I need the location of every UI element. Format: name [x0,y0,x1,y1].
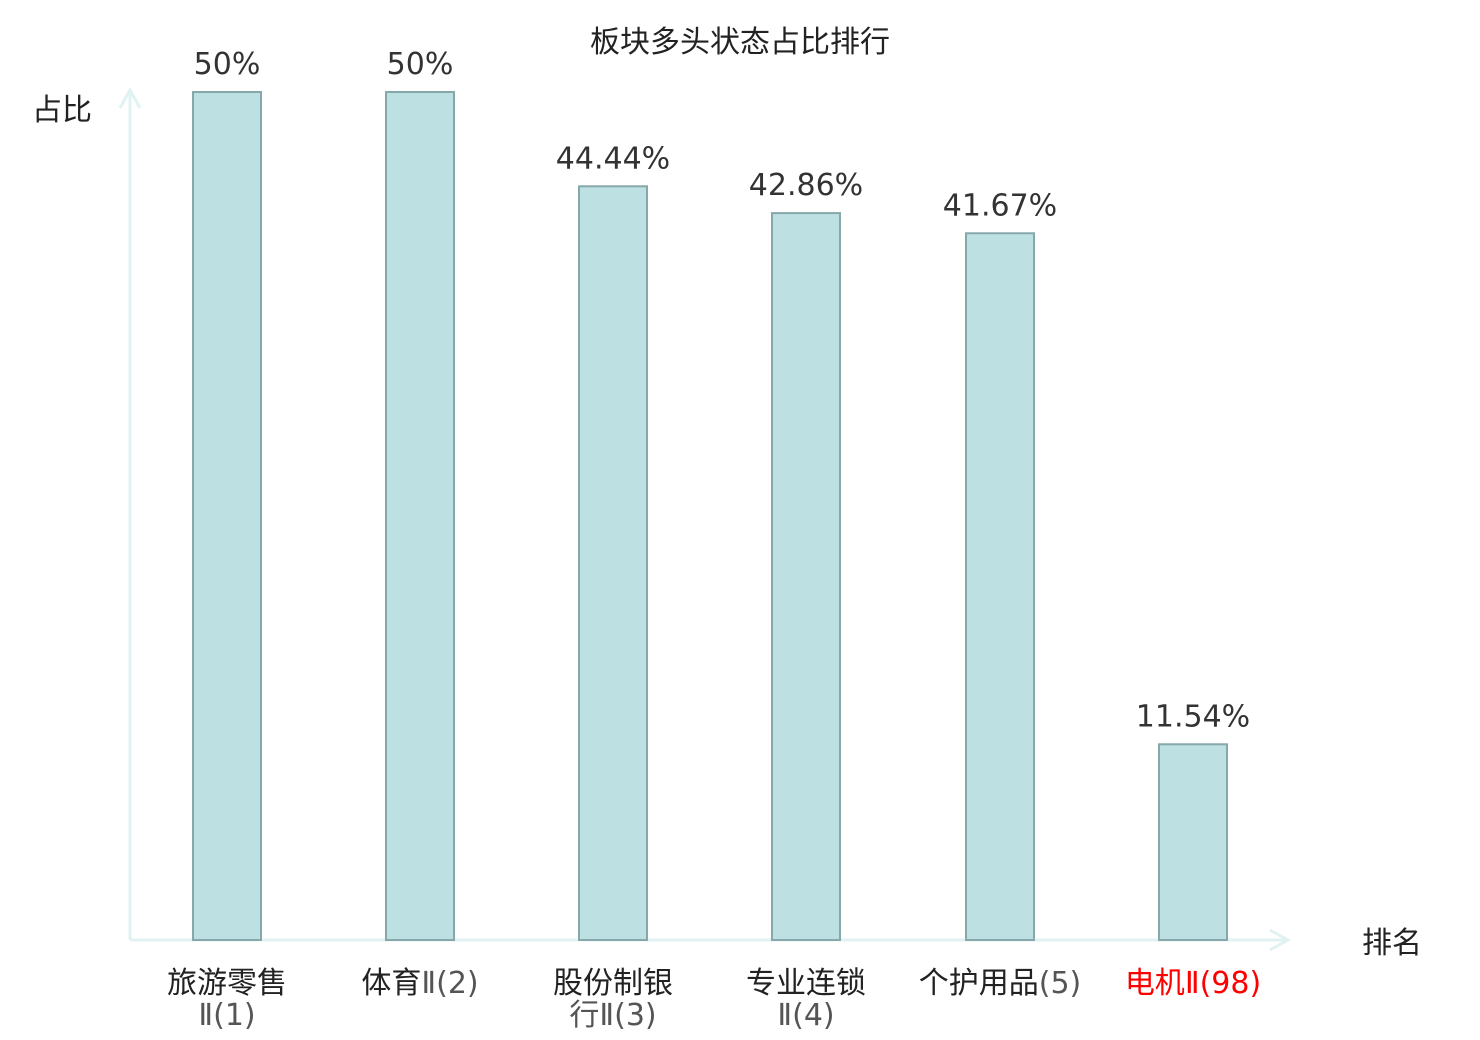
bar-5 [965,232,1035,941]
bar-3 [578,185,648,941]
category-labels-group: 旅游零售 Ⅱ(1) 体育Ⅱ(2) 股份制银行Ⅱ(3) 专业连锁 Ⅱ(4) 个护用品(5) 电机… [167,966,1261,1033]
bars-group [192,91,1228,942]
category-name: 股份制银 [553,966,673,1001]
category-suffix: Ⅱ(2) [421,966,478,1001]
bar-4 [771,212,841,941]
category-suffix: Ⅱ(98) [1185,966,1261,1001]
value-label-3: 44.44% [556,141,670,176]
category-label-5: 个护用品(5) [919,966,1082,1001]
category-suffix: Ⅱ(4) [777,998,834,1033]
category-name: 体育 [361,966,421,1001]
category-label-4: 专业连锁 Ⅱ(4) [746,966,866,1033]
x-axis-arrow [1269,928,1292,952]
category-name: 专业连锁 [746,966,866,1001]
bar-6 [1158,743,1228,942]
y-axis: 占比 [32,86,142,940]
category-label-6: 电机Ⅱ(98) [1125,966,1261,1001]
value-label-6: 11.54% [1136,699,1250,734]
y-axis-label: 占比 [32,93,92,128]
category-suffix: Ⅱ(1) [198,998,255,1033]
value-label-4: 42.86% [749,168,863,203]
category-label-2: 体育Ⅱ(2) [361,966,478,1001]
x-axis-label: 排名 [1362,926,1422,961]
category-name: 旅游零售 [167,966,287,1001]
x-axis: 排名 [130,926,1422,961]
y-axis-arrow [118,86,142,109]
category-name: 个护用品 [919,966,1039,1001]
value-labels-group: 50% 50% 44.44% 42.86% 41.67% 11.54% [194,47,1251,734]
category-label-1: 旅游零售 Ⅱ(1) [167,966,287,1033]
category-name: 电机 [1125,966,1185,1001]
bar-1 [192,91,262,941]
category-suffix: (5) [1039,966,1082,1001]
chart-title: 板块多头状态占比排行 [590,25,890,60]
value-label-1: 50% [194,47,261,82]
value-label-5: 41.67% [943,188,1057,223]
bar-2 [385,91,455,941]
category-suffix: 行Ⅱ(3) [569,998,656,1033]
category-label-3: 股份制银行Ⅱ(3) [553,966,673,1033]
value-label-2: 50% [387,47,454,82]
